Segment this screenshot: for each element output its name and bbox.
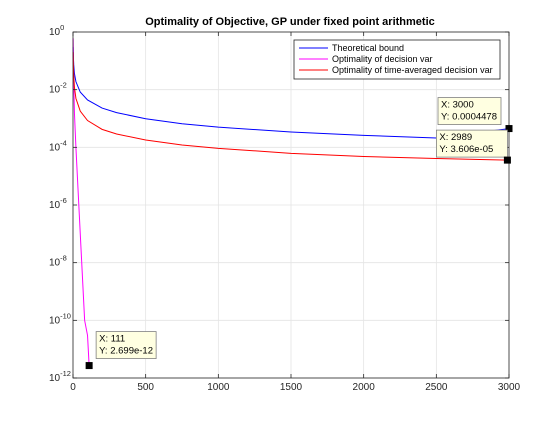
series-line-2 [72,38,90,366]
chart-title: Optimality of Objective, GP under fixed … [145,16,435,28]
datatip-y-text: Y: 3.606e-05 [439,144,493,155]
datatip-box [436,129,508,158]
datatip-marker [85,362,93,370]
x-tick-label: 1000 [207,382,230,393]
datatip-x-text: X: 111 [99,334,125,345]
datatip-marker [505,125,513,133]
datatip-marker [503,156,511,164]
legend-box [293,39,501,80]
x-tick-label: 1500 [280,382,303,393]
y-tick-label: 10-8 [49,254,67,269]
x-tick-label: 500 [137,382,154,393]
y-tick-label: 10-10 [49,311,71,326]
datatip-x-text: X: 3000 [441,100,474,111]
series-layer [72,38,510,366]
y-tick-label: 10-4 [49,138,67,153]
grid-layer [72,31,510,379]
y-tick-label: 10-6 [49,196,67,211]
y-tick-label: 10-12 [49,369,71,384]
x-tick-label: 2000 [353,382,376,393]
tick-layer: 0 500 1000 1500 2000 2500 3000 100 10-2 10-4 10-6 1… [49,23,521,393]
datatip-x-text: X: 2989 [439,132,472,143]
legend-label: Theoretical bound [332,43,404,53]
x-tick-label: 2500 [425,382,448,393]
x-tick-label: 3000 [498,382,521,393]
series-line-3 [72,52,508,161]
datatip-box [95,331,157,359]
y-tick-label: 10-2 [49,81,67,96]
y-tick-label: 100 [49,23,64,38]
legend-label: Optimality of time-averaged decision var [332,65,493,75]
datatip-y-text: Y: 0.0004478 [441,112,497,123]
datatip-y-text: Y: 2.699e-12 [99,346,153,357]
legend-label: Optimality of decision var [332,54,433,64]
x-tick-label: 0 [70,382,76,393]
datatip-box [437,97,502,125]
